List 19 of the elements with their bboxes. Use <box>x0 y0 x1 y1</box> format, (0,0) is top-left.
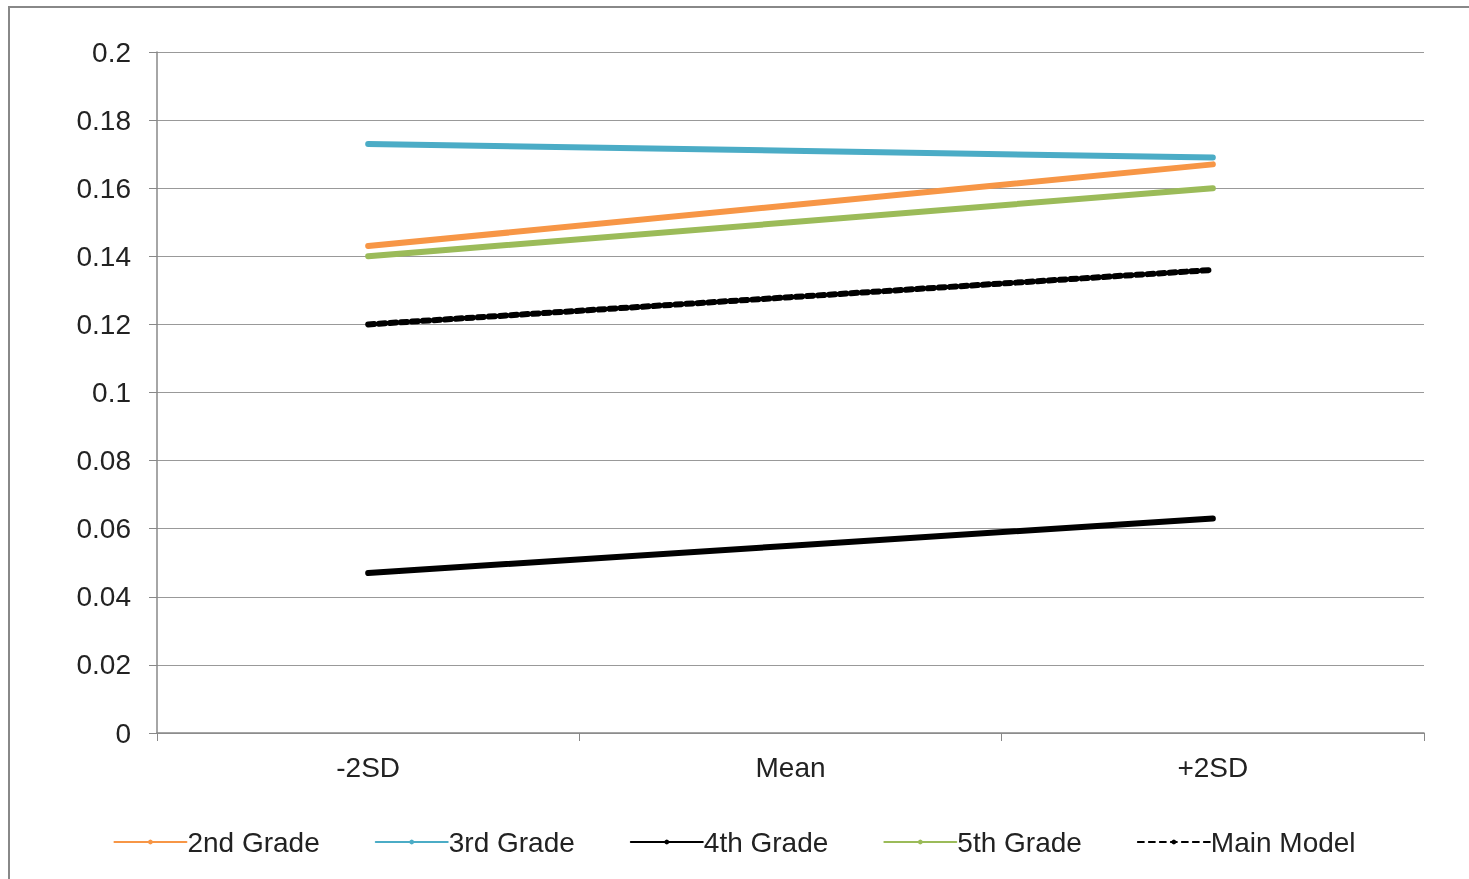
y-tick-label: 0.08 <box>76 445 131 477</box>
y-tick-label: 0.1 <box>92 377 131 408</box>
legend-label: 3rd Grade <box>448 826 575 858</box>
legend-label: 5th Grade <box>957 826 1082 858</box>
legend-label: 2nd Grade <box>187 826 320 858</box>
y-tick-label: 0.12 <box>76 308 131 340</box>
y-tick-label: 0.14 <box>76 240 131 272</box>
y-tick-label: 0.06 <box>76 513 131 545</box>
y-tick-label: 0.18 <box>76 104 131 136</box>
x-tick-label: +2SD <box>1177 751 1249 783</box>
y-tick-label: 0 <box>115 717 131 749</box>
x-tick-label: -2SD <box>336 751 401 783</box>
y-tick-label: 0.16 <box>76 172 131 204</box>
legend-label: 4th Grade <box>703 826 829 858</box>
x-tick-label: Mean <box>755 751 826 783</box>
legend-label: Main Model <box>1210 826 1356 858</box>
y-tick-label: 0.2 <box>92 36 131 68</box>
y-tick-label: 0.02 <box>76 649 131 681</box>
y-tick-label: 0.04 <box>76 581 131 613</box>
